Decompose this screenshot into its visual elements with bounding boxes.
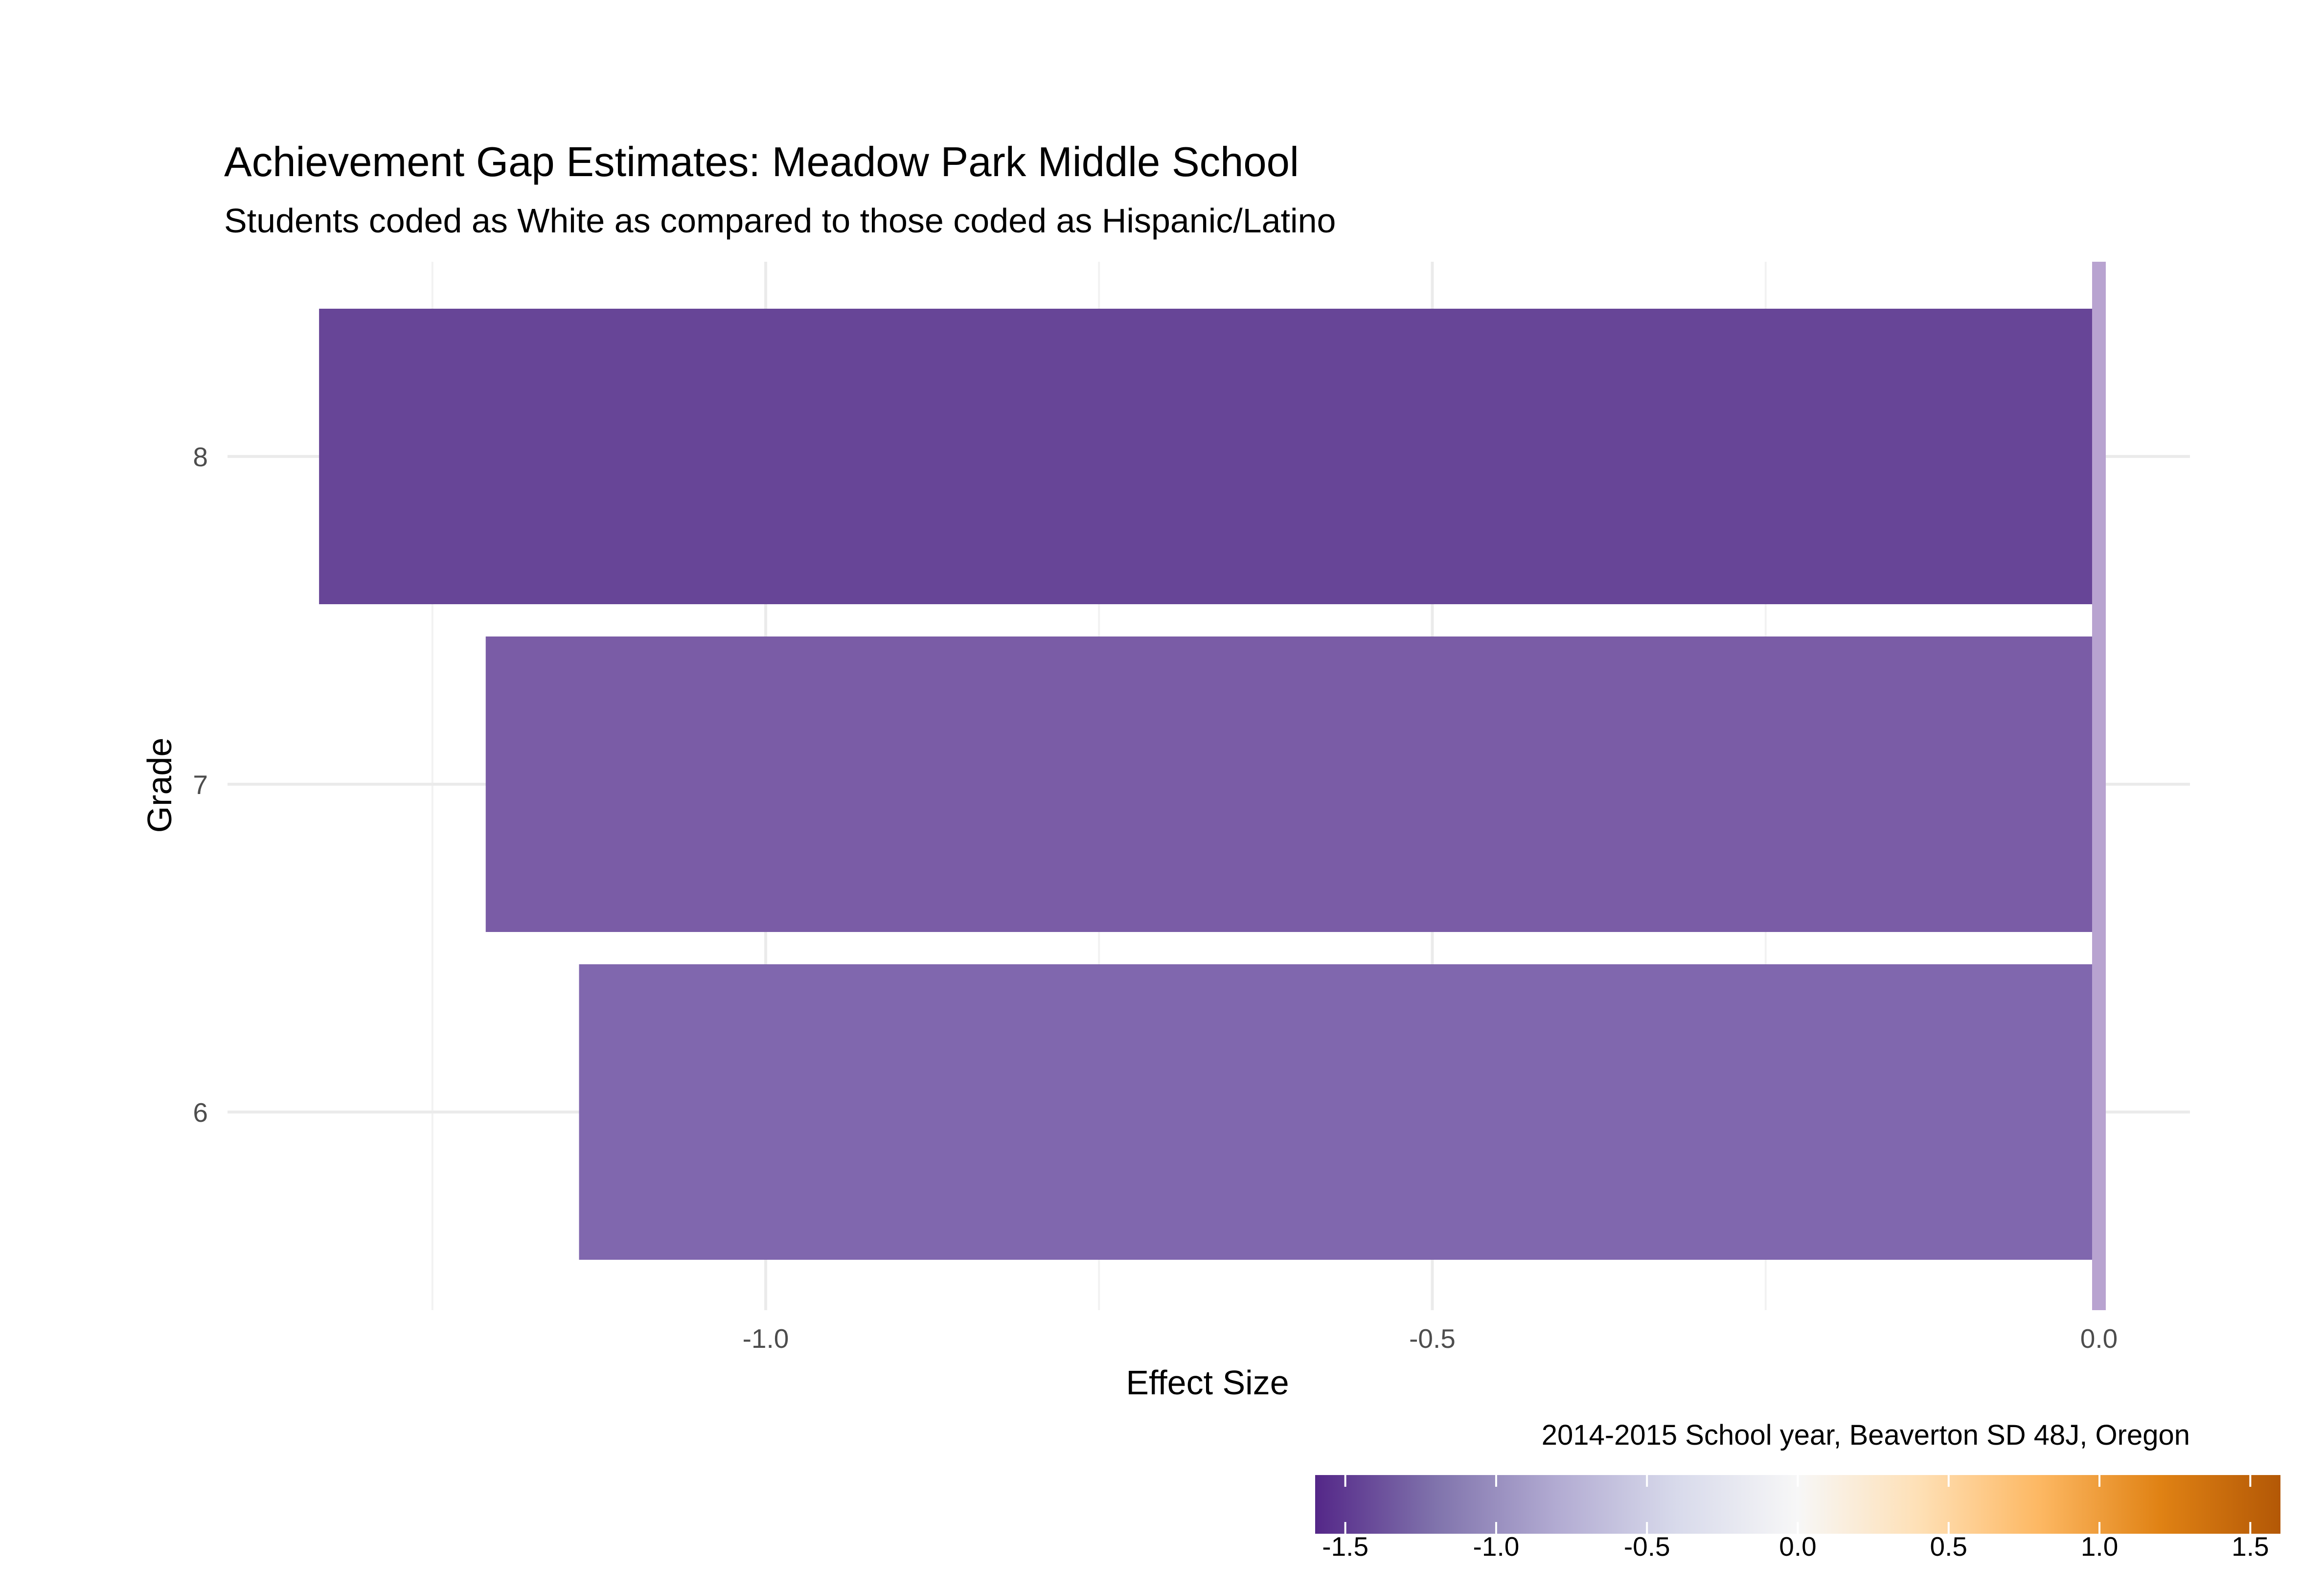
chart-caption: 2014-2015 School year, Beaverton SD 48J,… xyxy=(1542,1419,2190,1451)
x-tick-label: -0.5 xyxy=(1409,1323,1456,1354)
colorbar-tick-label: -1.5 xyxy=(1322,1531,1368,1562)
zero-reference-line xyxy=(2092,262,2106,1310)
zero-line xyxy=(2092,262,2106,1310)
bar-grade-8 xyxy=(319,309,2099,604)
colorbar-tick-label: 0.0 xyxy=(1779,1531,1816,1562)
y-tick-label: 7 xyxy=(193,770,208,800)
y-tick-label: 8 xyxy=(193,442,208,472)
y-axis-title: Grade xyxy=(140,738,179,833)
bars xyxy=(319,309,2099,1260)
colorbar-tick-label: -1.0 xyxy=(1473,1531,1520,1562)
color-legend: -1.5 -1.0 -0.5 0.0 0.5 1.0 1.5 xyxy=(1315,1475,2280,1562)
plot-area xyxy=(228,262,2190,1310)
x-axis-title: Effect Size xyxy=(1126,1363,1289,1402)
chart-title: Achievement Gap Estimates: Meadow Park M… xyxy=(224,139,1299,185)
y-tick-label: 6 xyxy=(193,1097,208,1128)
bar-grade-7 xyxy=(485,636,2099,932)
x-axis-ticks: -1.0 -0.5 0.0 xyxy=(743,1323,2118,1354)
x-tick-label: -1.0 xyxy=(743,1323,789,1354)
colorbar-tick-label: -0.5 xyxy=(1624,1531,1670,1562)
colorbar-tick-label: 0.5 xyxy=(1930,1531,1967,1562)
colorbar-tick-label: 1.0 xyxy=(2081,1531,2118,1562)
colorbar-tick-label: 1.5 xyxy=(2232,1531,2269,1562)
bar-grade-6 xyxy=(579,964,2099,1260)
chart-subtitle: Students coded as White as compared to t… xyxy=(224,202,1336,240)
x-tick-label: 0.0 xyxy=(2080,1323,2118,1354)
y-axis-ticks: 6 7 8 xyxy=(193,442,208,1128)
